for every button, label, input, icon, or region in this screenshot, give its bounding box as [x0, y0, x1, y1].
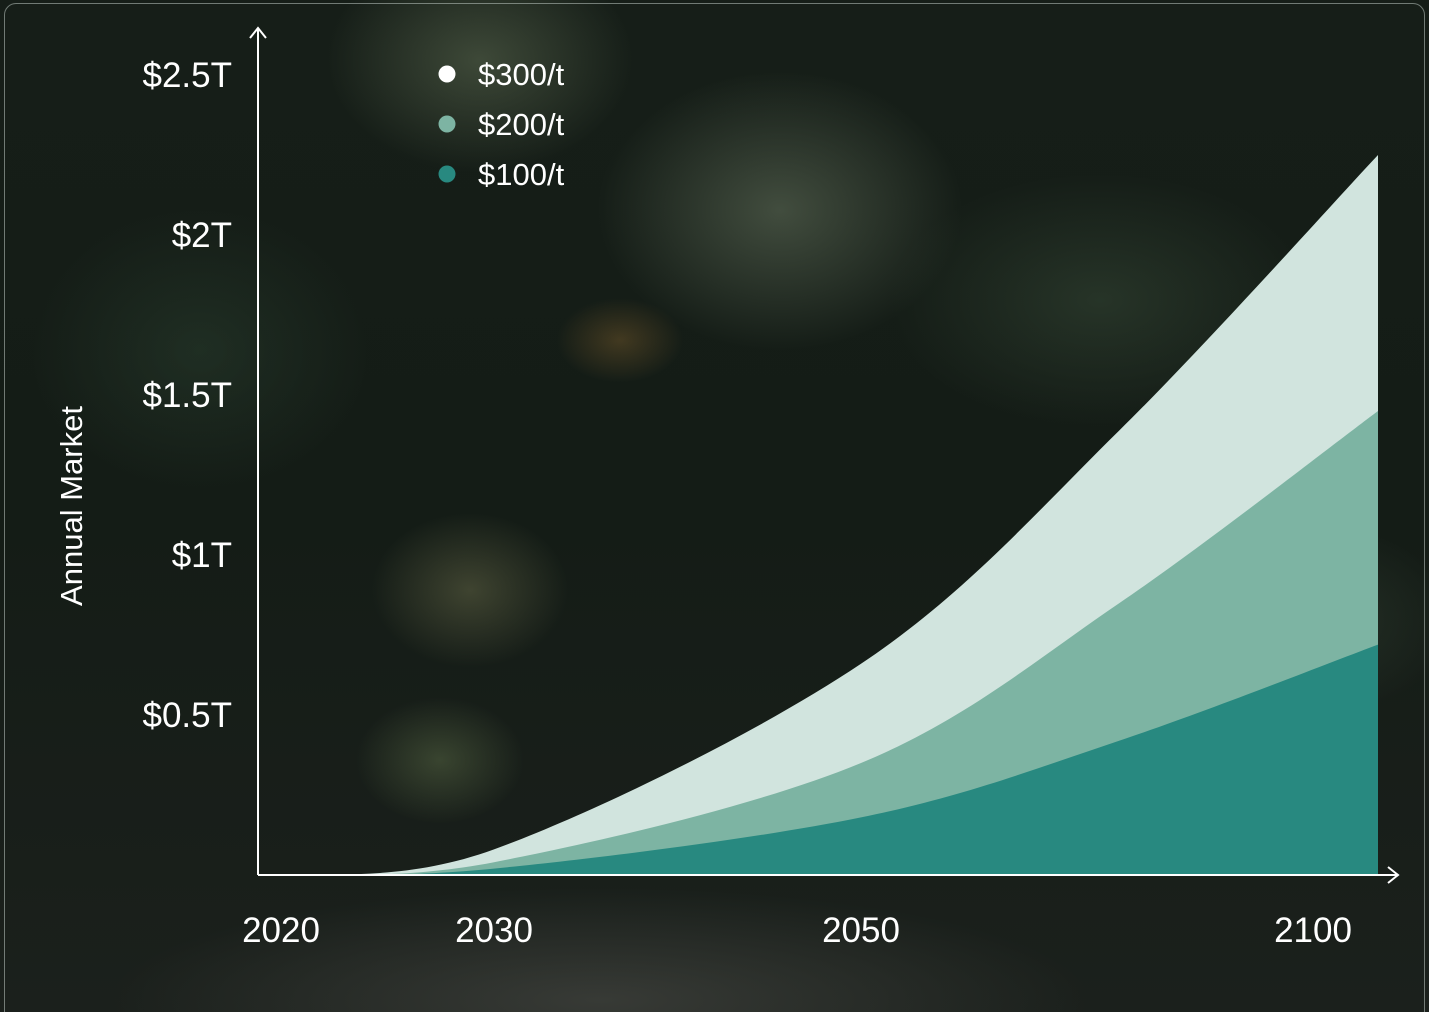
x-axis-arrow	[1387, 866, 1400, 884]
legend-label-2: $200/t	[478, 107, 565, 142]
y-tick-label: $1T	[172, 536, 232, 575]
x-tick-label: 2100	[1274, 911, 1352, 950]
axes	[249, 26, 1400, 884]
y-tick-label: $2T	[172, 216, 232, 255]
legend-marker-1	[438, 65, 456, 83]
y-axis-arrow	[249, 26, 267, 39]
legend-label-1: $300/t	[478, 57, 565, 92]
x-tick-label: 2030	[455, 911, 533, 950]
y-tick-labels: $0.5T $1T $1.5T $2T $2.5T	[143, 56, 233, 735]
area-series-3	[281, 644, 1378, 876]
chart-card	[4, 3, 1425, 1012]
legend-marker-2	[438, 115, 456, 133]
legend-label-3: $100/t	[478, 157, 565, 192]
series-areas	[281, 155, 1378, 876]
legend: $300/t $200/t $100/t	[438, 57, 565, 192]
legend-marker-3	[438, 165, 456, 183]
x-tick-label: 2050	[822, 911, 900, 950]
y-tick-label: $0.5T	[143, 696, 233, 735]
y-tick-label: $1.5T	[143, 376, 233, 415]
y-axis-label: Annual Market	[54, 406, 89, 606]
x-tick-labels: 2020 2030 2050 2100	[242, 911, 1352, 950]
y-tick-label: $2.5T	[143, 56, 233, 95]
x-tick-label: 2020	[242, 911, 320, 950]
